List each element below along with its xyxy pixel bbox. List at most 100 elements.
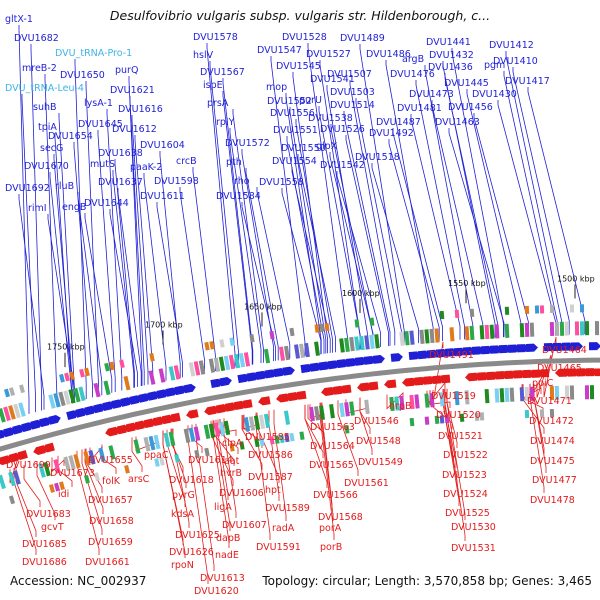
reverse-gene-label: DVU1475 xyxy=(530,456,575,467)
cog-category-block xyxy=(228,354,236,370)
forward-connector-line xyxy=(192,167,217,371)
forward-gene-arrow xyxy=(318,361,331,371)
forward-gene-label: DVU1670 xyxy=(24,161,69,172)
reverse-connector-line xyxy=(131,437,143,472)
reverse-gene-arrow xyxy=(276,393,289,403)
reverse-gene-label: clpA xyxy=(222,438,243,449)
cog-category-block xyxy=(424,416,430,425)
cog-category-block xyxy=(479,412,485,421)
cog-category-block xyxy=(419,329,425,344)
forward-gene-label: DVU1432 xyxy=(429,50,474,61)
forward-gene-label: lysA-1 xyxy=(84,98,113,109)
reverse-gene-arrow xyxy=(438,374,451,384)
forward-gene-label: DVU1476 xyxy=(390,69,435,80)
forward-gene-label: DVU1584 xyxy=(216,191,261,202)
cog-category-block xyxy=(344,425,350,434)
cog-category-block xyxy=(263,413,271,429)
forward-gene-label: DVU1463 xyxy=(435,117,480,128)
cog-category-block xyxy=(194,449,200,459)
forward-connector-line xyxy=(512,67,570,335)
forward-connector-line xyxy=(97,130,116,392)
forward-gene-label: DVU1604 xyxy=(140,140,185,151)
reverse-connector-line xyxy=(337,400,359,476)
cog-category-block xyxy=(329,403,335,419)
reverse-gene-label: idi xyxy=(58,489,69,500)
forward-connector-line xyxy=(297,154,337,353)
cog-category-block xyxy=(584,321,590,336)
cog-category-block xyxy=(474,412,480,421)
cog-category-block xyxy=(494,388,500,403)
reverse-gene-label: DVU1472 xyxy=(529,416,574,427)
reverse-gene-label: DVU1673 xyxy=(50,468,95,479)
forward-connector-line xyxy=(345,135,389,347)
forward-gene-arrow xyxy=(75,407,88,418)
forward-gene-label: mutS xyxy=(90,159,115,170)
reverse-gene-arrow xyxy=(141,418,154,429)
reverse-gene-label: ppiC xyxy=(532,378,554,389)
forward-connector-line xyxy=(473,113,529,336)
reverse-gene-arrow xyxy=(402,377,415,387)
forward-gene-arrow xyxy=(237,373,250,384)
reverse-gene-arrow xyxy=(483,371,496,381)
reverse-gene-label: DVU1591 xyxy=(256,542,301,553)
cog-category-block xyxy=(414,394,420,409)
cog-category-block xyxy=(79,368,85,378)
cog-category-block xyxy=(119,359,125,369)
reverse-connector-line xyxy=(533,383,547,473)
forward-gene-label: DVU1645 xyxy=(78,119,123,130)
forward-connector-line xyxy=(497,100,556,335)
forward-gene-label: DVU1528 xyxy=(282,32,327,43)
cog-category-block xyxy=(193,426,201,441)
cog-category-block xyxy=(168,366,176,381)
forward-gene-label: DVU1692 xyxy=(5,183,50,194)
cog-category-block xyxy=(278,346,286,361)
forward-connector-line xyxy=(156,202,184,378)
forward-connector-line xyxy=(410,114,461,340)
forward-gene-label: DVU1556 xyxy=(270,108,315,119)
reverse-gene-label: DVU1549 xyxy=(358,457,403,468)
forward-gene-label: DVU1612 xyxy=(112,124,157,135)
forward-gene-label: DVU1487 xyxy=(376,117,421,128)
reverse-gene-label: DVU1606 xyxy=(219,488,264,499)
cog-category-block xyxy=(148,435,156,451)
forward-connector-line xyxy=(388,139,440,342)
cog-category-block xyxy=(519,387,525,402)
forward-gene-label: DVU1410 xyxy=(493,56,538,67)
kbp-tick-label: 1500 kbp xyxy=(557,274,595,283)
forward-gene-arrow xyxy=(273,367,286,378)
reverse-gene-label: radA xyxy=(272,523,295,534)
cog-category-block xyxy=(574,321,580,336)
cog-category-block xyxy=(369,317,375,326)
forward-connector-line xyxy=(58,113,75,402)
forward-connector-line xyxy=(117,188,142,387)
forward-gene-label: rimI xyxy=(28,203,47,214)
cog-category-block xyxy=(83,451,91,466)
forward-gene-label: DVU1507 xyxy=(327,69,372,80)
forward-gene-arrow xyxy=(219,377,232,387)
cog-category-block xyxy=(243,352,251,367)
cog-category-block xyxy=(153,434,161,450)
reverse-gene-arrow xyxy=(591,368,600,377)
forward-gene-label: DVU1456 xyxy=(448,102,493,113)
forward-connector-line xyxy=(415,80,465,340)
reverse-gene-label: dapB xyxy=(216,533,240,544)
forward-connector-line xyxy=(129,96,145,386)
reverse-gene-arrow xyxy=(474,372,487,381)
cog-category-block xyxy=(3,388,11,398)
forward-connector-line xyxy=(18,194,45,410)
forward-gene-arrow xyxy=(0,429,7,440)
forward-gene-label: DVU1572 xyxy=(225,138,270,149)
reverse-gene-arrow xyxy=(6,452,19,463)
cog-category-block xyxy=(193,361,201,376)
accession-text: Accession: NC_002937 xyxy=(10,574,147,588)
reverse-gene-label: DVU1564 xyxy=(310,441,355,452)
cog-category-block xyxy=(218,356,226,372)
forward-gene-label: DVU1412 xyxy=(489,40,534,51)
forward-gene-label: DVU_tRNA-Leu-4 xyxy=(5,83,84,94)
reverse-gene-arrow xyxy=(222,402,235,412)
cog-category-block xyxy=(289,432,295,442)
cog-category-block xyxy=(84,367,90,377)
cog-category-block xyxy=(489,324,495,339)
cog-category-block xyxy=(464,326,470,341)
cog-category-block xyxy=(569,304,575,313)
